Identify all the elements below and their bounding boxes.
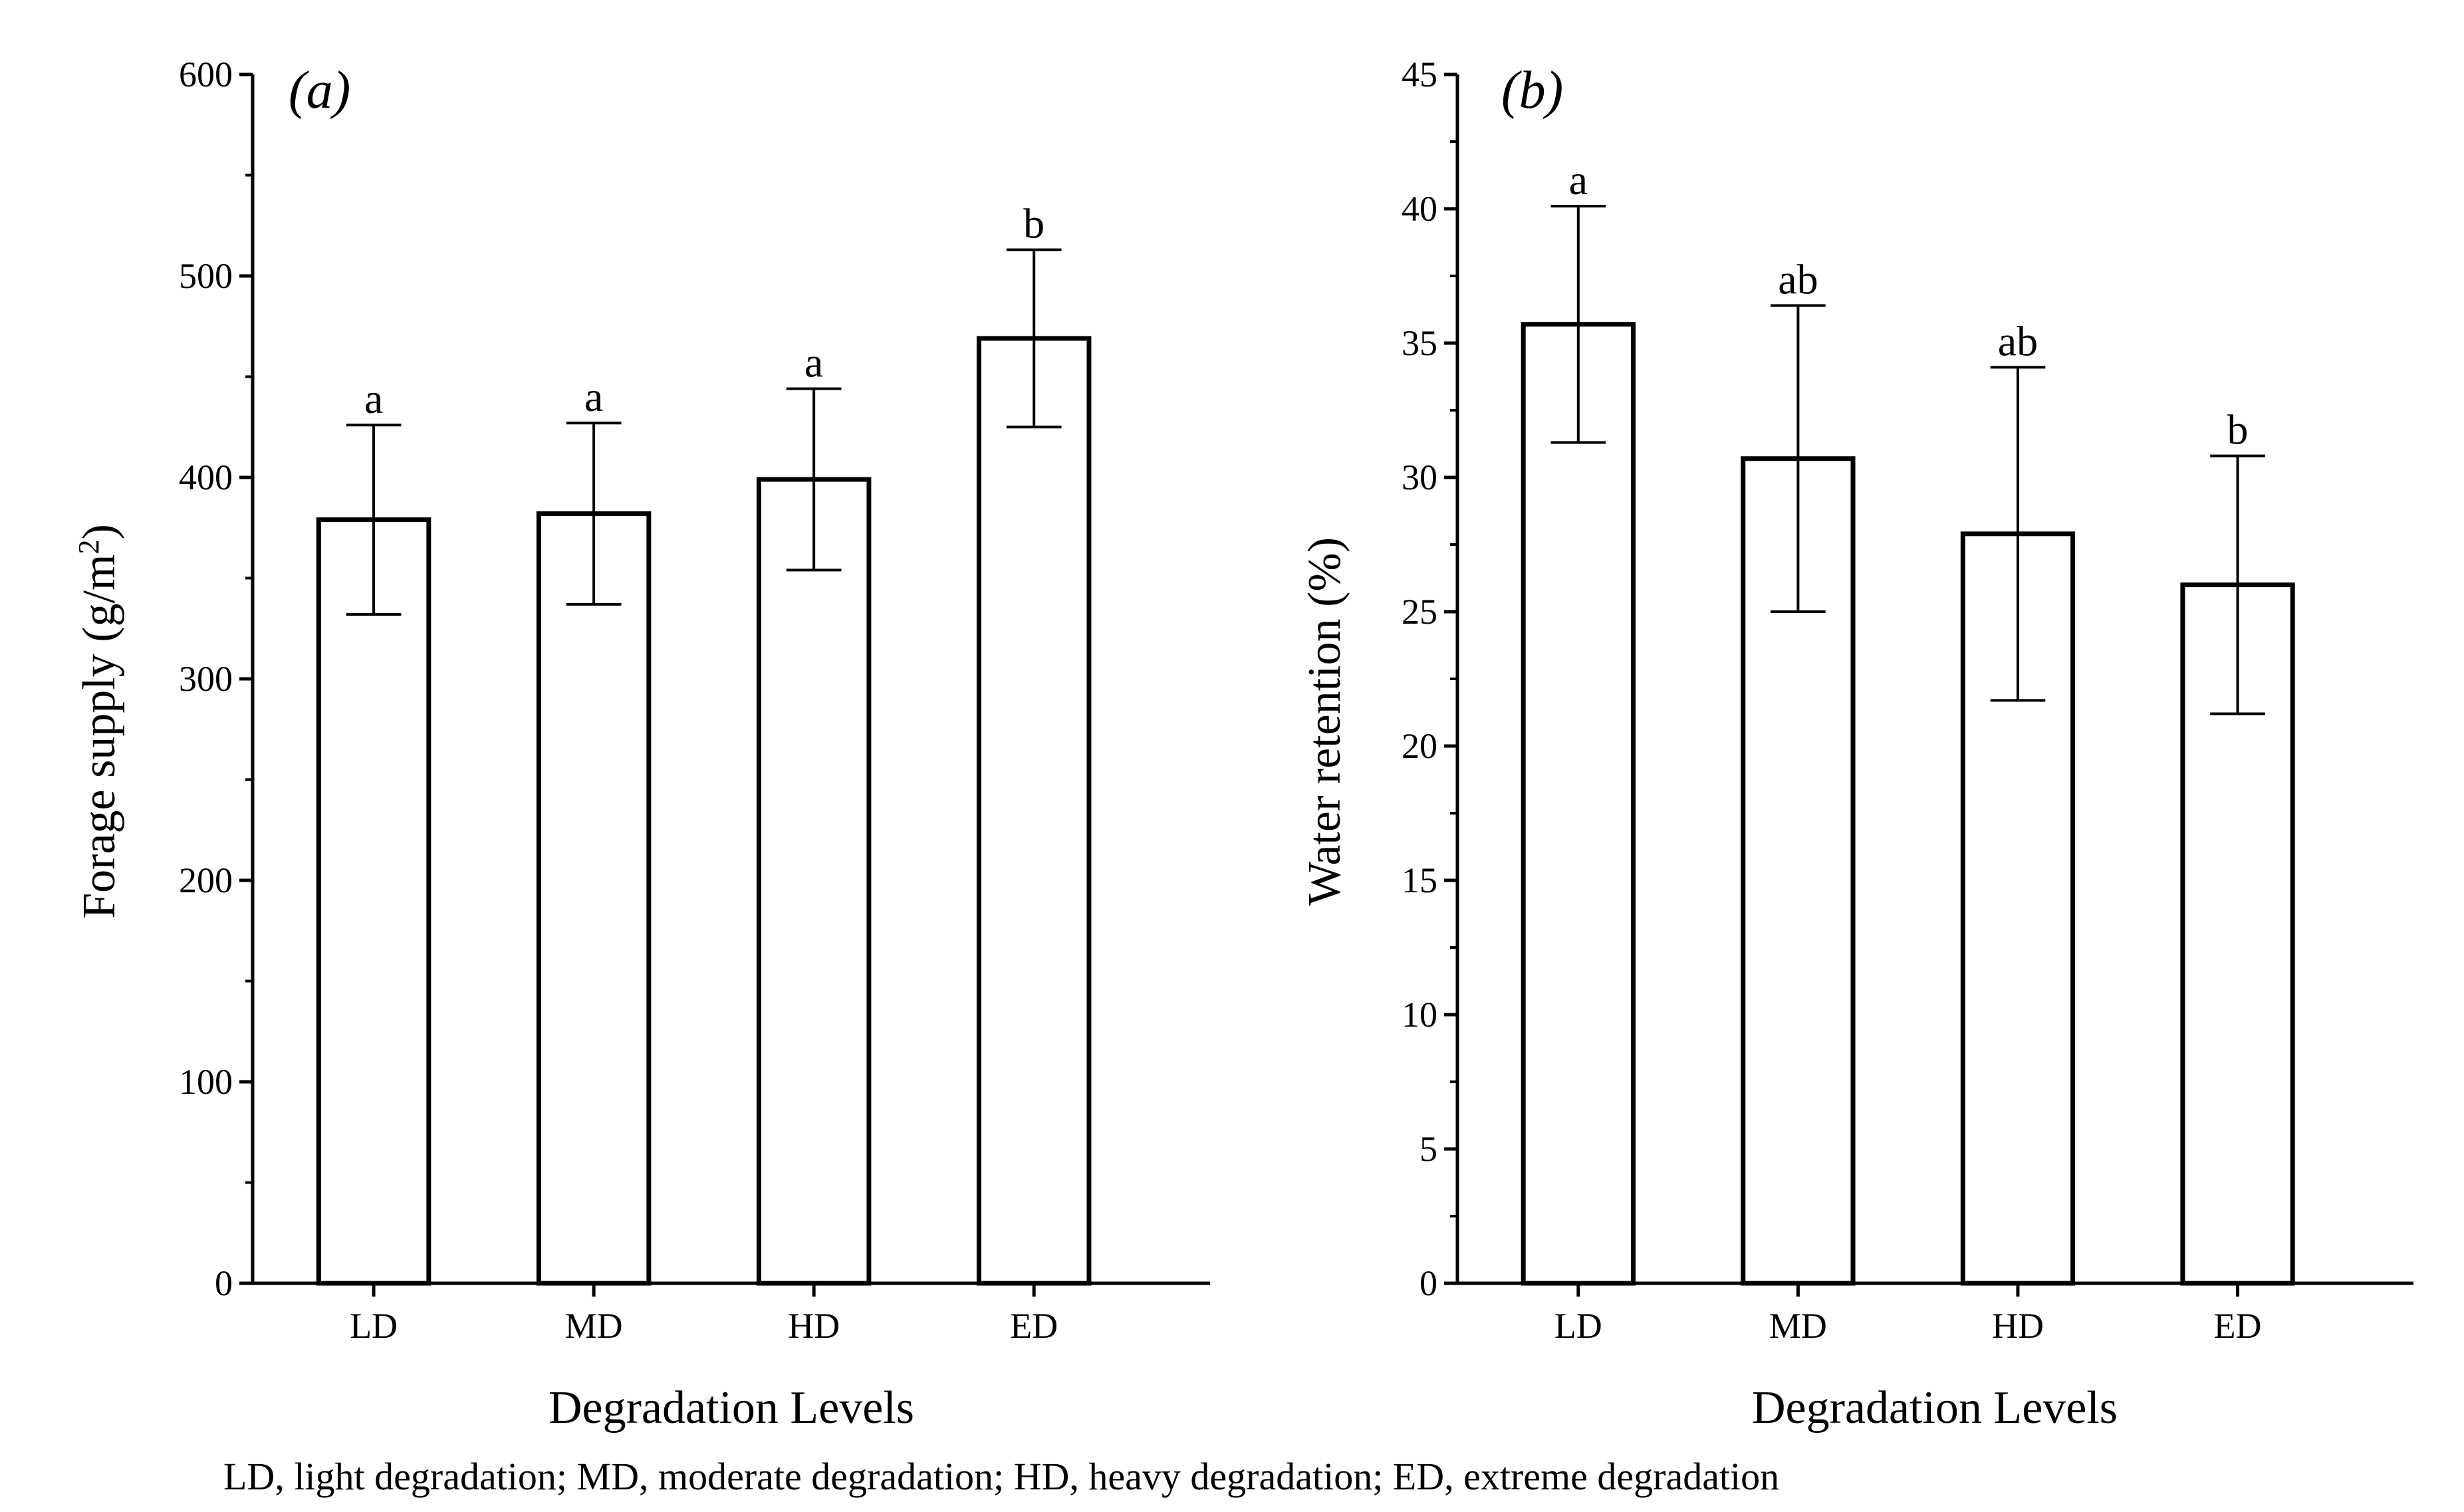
panel-a-y-tick-label: 0 <box>215 1263 233 1303</box>
panel-b-water-retention: 0 5 10 15 20 25 30 35 40 45 a LD ab MD ab HD b ED (b) Deg… <box>1299 55 2413 1434</box>
panel-b-significance-ed: b <box>2227 406 2249 453</box>
panel-a-y-tick-label: 100 <box>179 1062 233 1102</box>
panel-b-y-tick-label: 15 <box>1402 860 1437 900</box>
panel-b-significance-ld: a <box>1569 156 1588 203</box>
panel-b-y-tick-label: 0 <box>1419 1263 1437 1303</box>
figure-caption: LD, light degradation; MD, moderate degr… <box>223 1455 1779 1498</box>
panel-a-bar-md <box>536 511 652 1286</box>
panel-b-bar-ld <box>1521 322 1636 1286</box>
panel-a-y-tick-label: 500 <box>179 256 233 296</box>
panel-b-y-tick-label: 10 <box>1402 995 1437 1035</box>
panel-a-y-tick-label: 400 <box>179 457 233 497</box>
panel-b-x-tick-label-md: MD <box>1769 1306 1827 1346</box>
panel-a-y-tick-label: 600 <box>179 55 233 94</box>
panel-a-y-tick-label: 300 <box>179 659 233 699</box>
panel-b-y-tick-label: 20 <box>1402 726 1437 766</box>
panel-b-y-tick-label: 5 <box>1419 1129 1437 1169</box>
panel-a-x-tick-label-ld: LD <box>350 1306 398 1346</box>
panel-a-x-axis-title: Degradation Levels <box>549 1382 914 1434</box>
panel-a-bar-hd <box>756 477 872 1286</box>
panel-b-bar-md <box>1741 456 1856 1286</box>
panel-b-x-tick-label-ld: LD <box>1554 1306 1602 1346</box>
panel-b-y-tick-label: 30 <box>1402 457 1437 497</box>
panel-a-forage-supply: 0 100 200 300 400 500 600 a LD a MD a HD b ED (a) Degr… <box>72 55 1210 1434</box>
panel-a-bar-ld <box>316 517 431 1286</box>
panel-b-y-tick-label: 40 <box>1402 189 1437 229</box>
panel-a-significance-md: a <box>584 373 603 420</box>
panel-b-label: (b) <box>1501 61 1563 120</box>
panel-b-x-tick-label-hd: HD <box>1992 1306 2044 1346</box>
panel-b-y-tick-label: 45 <box>1402 55 1437 94</box>
panel-a-significance-ld: a <box>364 375 383 422</box>
panel-b-significance-hd: ab <box>1998 317 2038 364</box>
panel-b-plot-area: 0 5 10 15 20 25 30 35 40 45 a LD ab MD ab HD b ED <box>1402 55 2295 1346</box>
panel-a-x-tick-label-ed: ED <box>1010 1306 1058 1346</box>
panel-a-significance-ed: b <box>1023 200 1045 247</box>
panel-a-plot-area: 0 100 200 300 400 500 600 a LD a MD a HD b ED <box>179 55 1092 1346</box>
panel-b-significance-md: ab <box>1778 255 1818 303</box>
panel-a-y-axis-title: Forage supply (g/m2) <box>72 524 126 919</box>
panel-a-x-tick-label-md: MD <box>565 1306 623 1346</box>
panel-a-label: (a) <box>289 61 350 120</box>
panel-a-x-tick-label-hd: HD <box>788 1306 840 1346</box>
panel-b-x-tick-label-ed: ED <box>2214 1306 2262 1346</box>
panel-b-y-tick-label: 25 <box>1402 592 1437 632</box>
panel-b-x-axis-title: Degradation Levels <box>1752 1382 2118 1434</box>
panel-b-y-tick-label: 35 <box>1402 323 1437 363</box>
panel-a-significance-hd: a <box>804 339 823 386</box>
panel-b-y-axis-title: Water retention (%) <box>1299 537 1350 906</box>
panel-a-y-tick-label: 200 <box>179 860 233 900</box>
panel-a-bar-ed <box>976 336 1092 1286</box>
